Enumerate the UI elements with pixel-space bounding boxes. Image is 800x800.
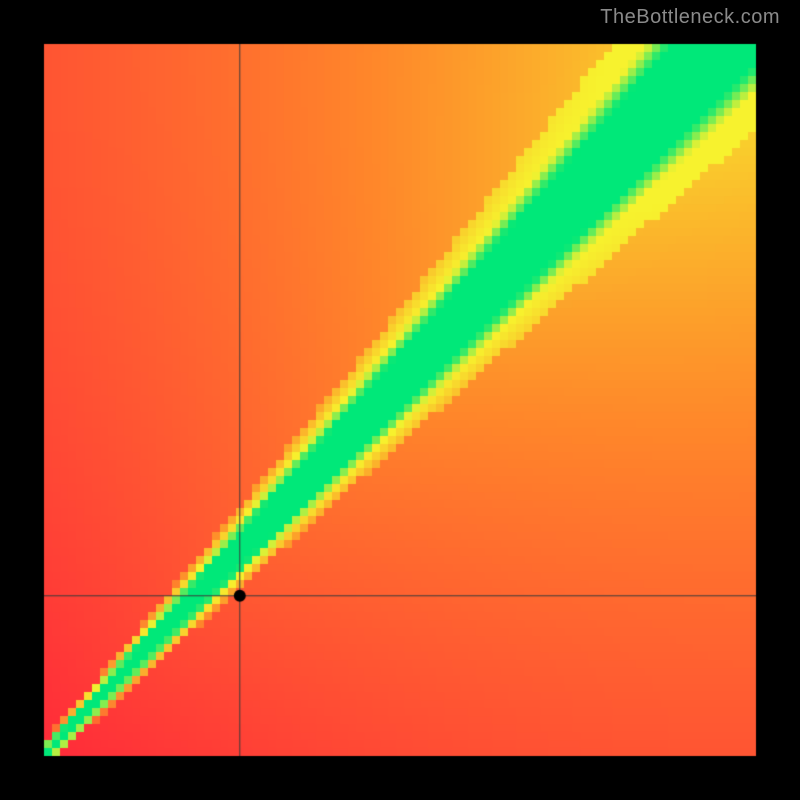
chart-wrapper: TheBottleneck.com <box>0 0 800 800</box>
heatmap-canvas <box>0 0 800 800</box>
watermark-text: TheBottleneck.com <box>600 6 780 29</box>
